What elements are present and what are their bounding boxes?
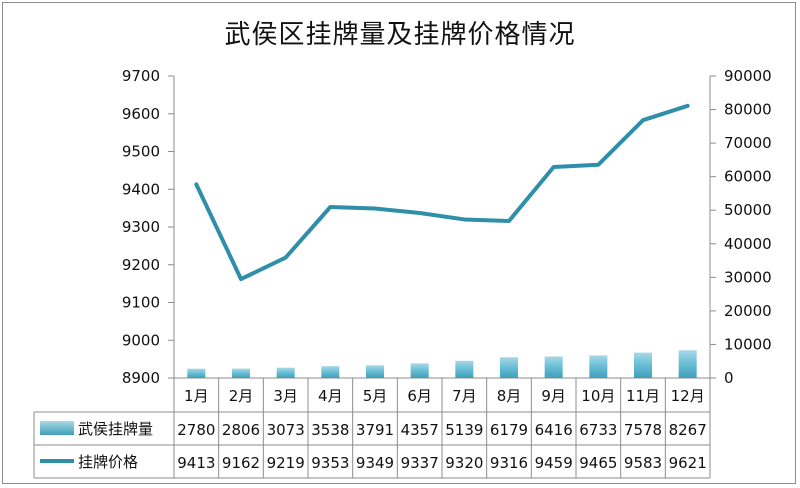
line-point [284,256,288,260]
table-cell-listing: 6416 [535,421,573,439]
table-cell-price: 9337 [401,454,439,472]
table-cell-price: 9413 [177,454,215,472]
bar [410,363,429,378]
table-cell-price: 9320 [445,454,483,472]
table-cell-price: 9583 [624,454,662,472]
line-point [462,217,466,221]
line-point [418,211,422,215]
table-cell-price: 9353 [311,454,349,472]
line-point [328,205,332,209]
table-cell-price: 9316 [490,454,528,472]
y-right-tick-label: 40000 [724,235,772,253]
x-tick-label: 8月 [497,387,522,405]
legend-label-bar: 武侯挂牌量 [78,420,153,438]
bar [544,356,563,378]
x-tick-label: 11月 [626,387,660,405]
bar [366,365,384,378]
y-right-tick-label: 80000 [724,101,772,119]
y-left-tick-label: 9500 [122,143,160,161]
line-point [373,207,377,211]
table-cell-price: 9465 [579,454,617,472]
line-point [507,219,511,223]
x-tick-label: 1月 [184,387,209,405]
bar [500,357,518,378]
line-series-price [194,103,690,282]
table-cell-listing: 2780 [177,421,215,439]
y-left-tick-label: 8900 [122,369,160,387]
bar [589,355,608,378]
x-tick-label: 10月 [581,387,615,405]
x-tick-label: 7月 [452,387,477,405]
table-cell-listing: 6179 [490,421,528,439]
x-tick-label: 6月 [407,387,432,405]
y-left-tick-label: 9600 [122,105,160,123]
y-left-tick-label: 9100 [122,294,160,312]
x-tick-label: 3月 [273,387,298,405]
table-cell-listing: 4357 [401,421,439,439]
y-left-tick-label: 9300 [122,218,160,236]
table-cell-price: 9162 [222,454,260,472]
table-cell-listing: 8267 [669,421,707,439]
line-point [239,277,243,281]
line-point [194,182,198,186]
x-tick-label: 4月 [318,387,343,405]
x-tick-label: 12月 [671,387,705,405]
y-right-tick-label: 50000 [724,201,772,219]
y-left-tick-label: 9200 [122,256,160,274]
y-right-tick-label: 60000 [724,168,772,186]
table-cell-price: 9459 [535,454,573,472]
table-cell-price: 9349 [356,454,394,472]
y-right-tick-label: 10000 [724,335,772,353]
y-right-tick-label: 90000 [724,67,772,85]
bar [455,360,474,378]
table-cell-listing: 5139 [445,421,483,439]
table-cell-listing: 3073 [267,421,305,439]
y-right-tick-label: 20000 [724,302,772,320]
bar [232,368,250,378]
y-left-tick-label: 9400 [122,180,160,198]
bar [634,352,652,378]
chart-title: 武侯区挂牌量及挂牌价格情况 [224,20,576,50]
legend-label-line: 挂牌价格 [78,453,138,471]
bar [187,368,206,378]
y-right-tick-label: 30000 [724,268,772,286]
table-cell-listing: 2806 [222,421,260,439]
bar [321,366,340,378]
y-right-tick-label: 0 [724,369,734,387]
x-tick-label: 5月 [363,387,388,405]
table-cell-listing: 3538 [311,421,349,439]
line-point [552,165,556,169]
bar [276,367,295,378]
y-left-tick-label: 9000 [122,331,160,349]
y-right-tick-label: 70000 [724,134,772,152]
line-point [596,163,600,167]
x-tick-label: 9月 [541,387,566,405]
table-cell-listing: 3791 [356,421,394,439]
table-cell-price: 9621 [669,454,707,472]
table-cell-price: 9219 [267,454,305,472]
x-tick-label: 2月 [229,387,254,405]
legend-swatch-bar [40,421,74,435]
y-left-tick-label: 9700 [122,67,160,85]
line-point [686,104,690,108]
table-cell-listing: 7578 [624,421,662,439]
bar [678,350,697,378]
line-point [641,118,645,122]
table-cell-listing: 6733 [579,421,617,439]
